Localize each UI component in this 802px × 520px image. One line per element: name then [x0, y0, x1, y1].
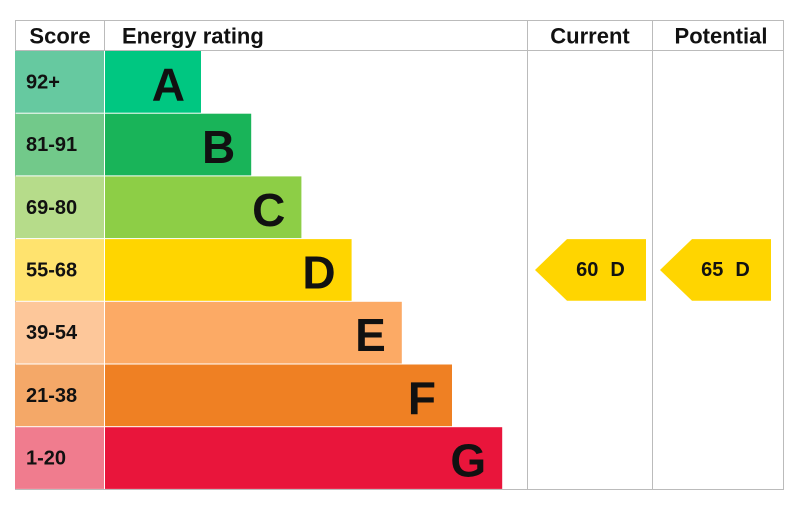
score-cell — [15, 301, 104, 364]
rating-bar — [105, 364, 452, 427]
potential-letter: D — [735, 259, 749, 281]
rating-bar — [105, 239, 352, 301]
score-cell — [15, 176, 104, 239]
header-score: Score — [29, 24, 90, 49]
rating-letter: D — [302, 246, 335, 298]
header-rating: Energy rating — [122, 24, 264, 49]
score-label: 69-80 — [26, 197, 77, 219]
header-current: Current — [550, 24, 630, 49]
score-cell — [15, 113, 104, 176]
score-cell — [15, 239, 104, 301]
score-label: 55-68 — [26, 259, 77, 281]
rating-bar — [105, 176, 302, 239]
current-value: 60 — [576, 259, 598, 281]
potential-arrow — [660, 239, 771, 301]
current-letter: D — [610, 259, 624, 281]
score-cell — [15, 427, 104, 489]
score-cell — [15, 364, 104, 427]
rating-letter: C — [252, 184, 285, 236]
rating-bar — [105, 113, 252, 176]
current-arrow — [535, 239, 646, 301]
potential-label: 65 D — [701, 259, 750, 281]
score-label: 1-20 — [26, 448, 66, 470]
score-label: 81-91 — [26, 134, 77, 156]
rating-letter: E — [355, 309, 386, 361]
score-cell — [15, 51, 104, 113]
rating-letter: F — [408, 372, 436, 424]
header-potential: Potential — [675, 24, 768, 49]
rating-bar — [105, 301, 402, 364]
current-label: 60 D — [576, 259, 625, 281]
potential-value: 65 — [701, 259, 723, 281]
rating-letter: A — [152, 58, 185, 110]
rating-bar — [105, 51, 201, 113]
rating-letter: G — [450, 435, 486, 487]
score-label: 39-54 — [26, 322, 78, 344]
rating-letter: B — [202, 121, 235, 173]
score-label: 92+ — [26, 71, 60, 93]
score-label: 21-38 — [26, 385, 77, 407]
rating-bar — [105, 427, 503, 489]
